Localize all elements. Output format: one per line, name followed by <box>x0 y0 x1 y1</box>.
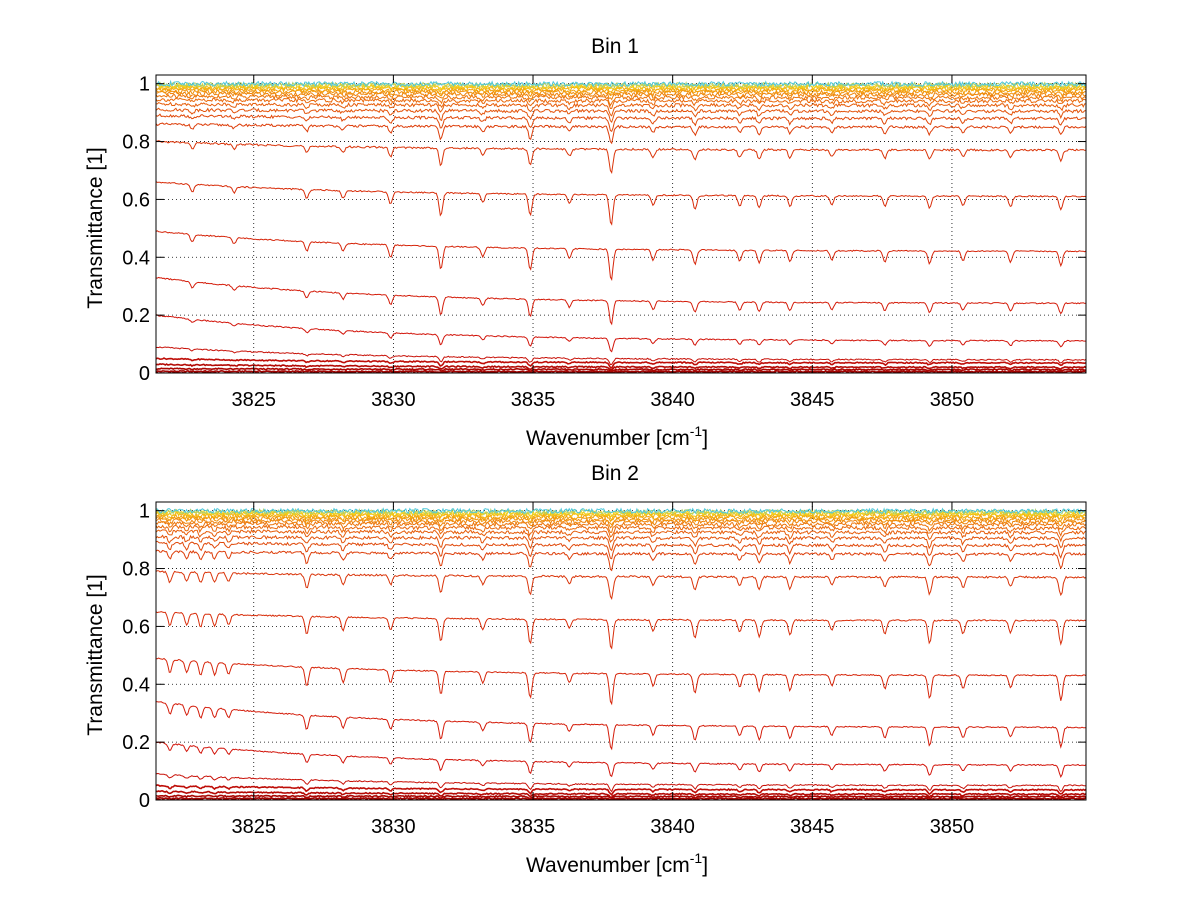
x-tick-label: 3830 <box>371 816 416 838</box>
series-line <box>156 88 1086 98</box>
x-tick-label: 3835 <box>511 816 556 838</box>
y-tick-label: 0.2 <box>122 732 150 754</box>
x-axis-label: Wavenumber [cm-1] <box>526 423 708 450</box>
x-tick-label: 3835 <box>511 389 556 411</box>
series-line <box>156 507 1086 516</box>
series-line <box>156 346 1086 366</box>
plot-frame <box>155 74 1087 374</box>
series-line <box>156 528 1086 544</box>
y-tick-label: 0.2 <box>122 305 150 327</box>
y-tick-label: 0 <box>139 363 150 385</box>
chart-1: 3825 3830 3835 3840 3845 3850 0 0.2 0.4 0.6 0.8 1 Bi… <box>84 35 1087 450</box>
x-tick-label: 3840 <box>650 389 695 411</box>
x-tick-label: 3825 <box>231 389 276 411</box>
chart-title: Bin 2 <box>591 462 639 485</box>
x-axis-label-main: Wavenumber [cm <box>526 427 690 450</box>
series-line <box>156 276 1086 326</box>
x-axis-label-end: ] <box>702 427 708 450</box>
y-tick-label: 0.6 <box>122 189 150 211</box>
series-line <box>156 534 1086 552</box>
series-line <box>156 549 1086 572</box>
chart-title: Bin 1 <box>591 35 639 58</box>
y-tick-label: 0.8 <box>122 559 150 581</box>
series-line <box>156 570 1086 601</box>
ticks <box>156 502 1086 801</box>
y-axis-label: Transmittance [1] <box>84 147 107 308</box>
y-tick-label: 1 <box>139 501 150 523</box>
chart-2: 3825 3830 3835 3840 3845 3850 0 0.2 0.4 0.6 0.8 1 Bi… <box>84 462 1087 877</box>
series-line <box>156 91 1086 101</box>
series-line <box>156 520 1086 533</box>
series-line <box>156 107 1086 124</box>
x-axis-label: Wavenumber [cm-1] <box>526 850 708 877</box>
plot-frame <box>155 501 1087 801</box>
series-line <box>156 357 1086 369</box>
x-axis-label-superscript: -1 <box>690 423 703 439</box>
series-group <box>156 79 1086 373</box>
y-axis-label: Transmittance [1] <box>84 574 107 735</box>
x-tick-label: 3845 <box>790 816 835 838</box>
series-line <box>156 84 1086 93</box>
series-line <box>156 540 1086 560</box>
series-line <box>156 113 1086 133</box>
series-line <box>156 122 1086 145</box>
x-tick-label: 3830 <box>371 389 416 411</box>
x-tick-label: 3850 <box>930 389 975 411</box>
series-line <box>156 314 1086 353</box>
y-tick-label: 0.4 <box>122 674 150 696</box>
series-group <box>156 507 1086 800</box>
y-tick-label: 0.8 <box>122 132 150 154</box>
y-tick-label: 1 <box>139 74 150 96</box>
series-line <box>156 79 1086 88</box>
series-line <box>156 790 1086 799</box>
series-line <box>156 657 1086 706</box>
series-line <box>156 97 1086 110</box>
series-line <box>156 518 1086 529</box>
x-axis-label-end: ] <box>702 854 708 877</box>
series-line <box>156 772 1086 793</box>
x-tick-label: 3845 <box>790 389 835 411</box>
x-axis-label-superscript: -1 <box>690 850 703 866</box>
series-line <box>156 796 1086 800</box>
series-line <box>156 794 1086 800</box>
series-line <box>156 363 1086 372</box>
series-line <box>156 507 1086 515</box>
y-tick-label: 0.6 <box>122 616 150 638</box>
series-line <box>156 181 1086 226</box>
x-tick-label: 3840 <box>650 816 695 838</box>
ticks <box>156 75 1086 374</box>
series-line <box>156 369 1086 373</box>
series-line <box>156 784 1086 797</box>
x-tick-label: 3825 <box>231 816 276 838</box>
series-line <box>156 83 1086 92</box>
series-line <box>156 701 1086 751</box>
series-line <box>156 611 1086 650</box>
y-tick-label: 0.4 <box>122 247 150 269</box>
series-line <box>156 101 1086 117</box>
x-tick-label: 3850 <box>930 816 975 838</box>
x-axis-label-main: Wavenumber [cm <box>526 854 690 877</box>
series-line <box>156 367 1086 373</box>
series-line <box>156 741 1086 778</box>
series-line <box>156 140 1086 174</box>
series-line <box>156 515 1086 526</box>
y-tick-label: 0 <box>139 790 150 812</box>
series-line <box>156 524 1086 538</box>
series-line <box>156 230 1086 281</box>
